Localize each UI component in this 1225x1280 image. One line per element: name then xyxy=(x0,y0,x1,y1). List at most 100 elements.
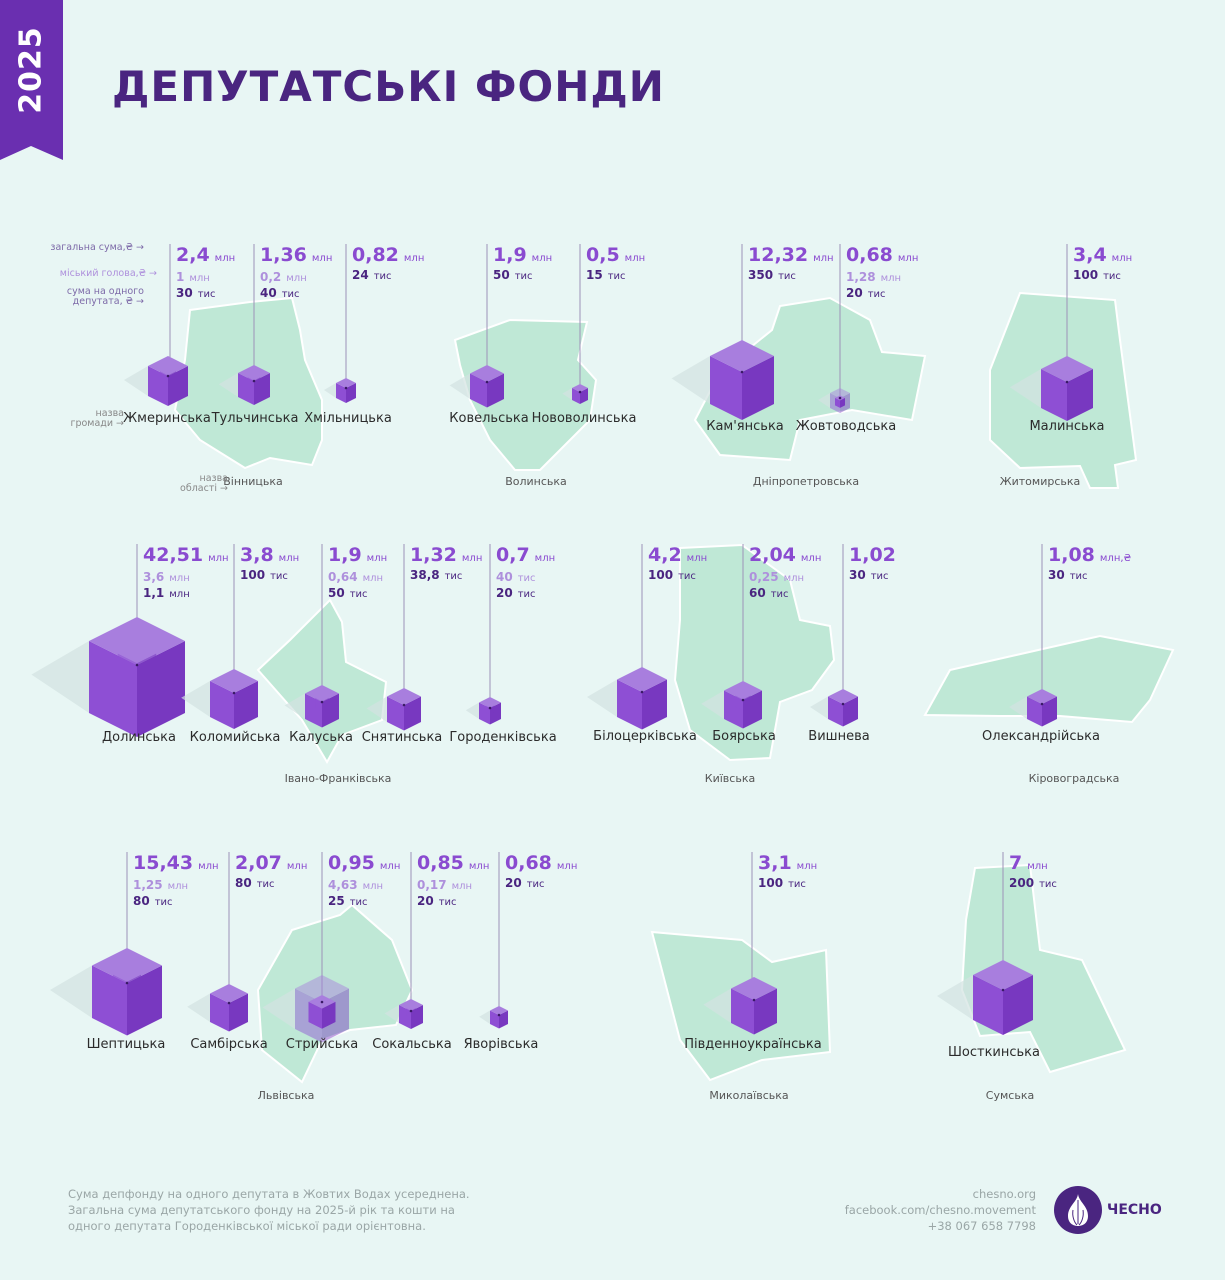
mayor-amount-unit: тис xyxy=(517,573,536,584)
total-amount-unit: млн xyxy=(534,553,556,564)
community-name-value: Жовтоводська xyxy=(795,419,897,434)
region-map-shape xyxy=(693,296,927,462)
cube-dot xyxy=(125,981,129,985)
cube-dot xyxy=(741,698,745,702)
region-name: Миколаївська xyxy=(709,1089,788,1102)
total-amount-unit: млн xyxy=(286,861,308,872)
facebook-link[interactable]: facebook.com/chesno.movement xyxy=(844,1203,1036,1217)
footer-contacts: chesno.org facebook.com/chesno.movement … xyxy=(845,1186,1036,1234)
community-name: Калуська xyxy=(289,730,353,745)
cube-shadow xyxy=(324,383,336,398)
per-deputy-amount: 50 тис xyxy=(328,586,368,600)
cube-dot xyxy=(841,702,845,706)
total-amount-unit: млн,₴ xyxy=(1099,553,1132,564)
total-fund-cube xyxy=(470,365,504,408)
total-amount-unit: млн xyxy=(366,553,388,564)
per-deputy-amount: 25 тис xyxy=(328,894,368,908)
cube-shadow xyxy=(384,1005,399,1023)
mayor-amount-value: 0,64 xyxy=(328,570,358,584)
mayor-amount: 40 тис xyxy=(496,570,536,584)
per-deputy-amount-value: 200 xyxy=(1009,876,1035,890)
community-name: Нововолинська xyxy=(532,411,637,426)
per-deputy-amount-value: 30 xyxy=(1048,568,1065,582)
community-name-value: Нововолинська xyxy=(531,411,637,426)
total-fund-cube xyxy=(210,984,248,1032)
per-deputy-amount-value: 20 xyxy=(505,876,522,890)
mayor-amount-value: 4,63 xyxy=(328,878,358,892)
cube-dot xyxy=(838,396,842,400)
per-deputy-amount-unit: тис xyxy=(678,571,696,582)
mayor-amount: 1,25 млн xyxy=(133,878,188,892)
cube-dot xyxy=(252,379,256,383)
total-amount-value: 12,32 xyxy=(748,244,809,266)
per-deputy-amount-value: 50 xyxy=(328,586,345,600)
cube-shadow xyxy=(449,373,470,399)
per-deputy-amount-unit: тис xyxy=(870,571,889,582)
mayor-fund-cube xyxy=(113,967,141,1003)
per-deputy-amount-unit: тис xyxy=(1039,879,1057,890)
cube-shadow xyxy=(187,993,210,1022)
total-amount: 7 млн xyxy=(1009,852,1048,874)
per-deputy-amount-unit: тис xyxy=(270,571,288,582)
total-amount-value: 3,8 xyxy=(240,544,274,566)
community-name: Коломийська xyxy=(190,730,281,745)
total-amount: 1,36 млн xyxy=(260,244,332,266)
cube-dot xyxy=(740,370,744,374)
per-deputy-amount-value: 350 xyxy=(748,268,774,282)
per-deputy-amount-unit: млн xyxy=(169,589,190,600)
community-name-value: Долинська xyxy=(102,730,176,745)
community-name-value: Тульчинська xyxy=(211,411,299,426)
per-deputy-amount-unit: тис xyxy=(526,879,545,890)
per-deputy-amount: 20 тис xyxy=(505,876,545,890)
total-amount-value: 0,7 xyxy=(496,544,530,566)
per-deputy-amount-value: 20 xyxy=(496,586,513,600)
cube-dot xyxy=(752,998,756,1002)
community-name: Ковельська xyxy=(449,411,528,426)
community-name-value: Ковельська xyxy=(449,411,529,426)
total-amount-value: 3,1 xyxy=(758,852,792,874)
mayor-fund-cube xyxy=(117,643,157,692)
total-fund-cube xyxy=(336,378,356,403)
mayor-amount-value: 1 xyxy=(176,270,185,284)
total-amount-unit: млн xyxy=(461,553,483,564)
mayor-amount: 0,2 млн xyxy=(260,270,307,284)
footer-notes: Сума депфонду на одного депутата в Жовти… xyxy=(68,1186,470,1234)
community-name: Яворівська xyxy=(464,1037,539,1052)
per-deputy-amount-unit: тис xyxy=(349,589,368,600)
site-link[interactable]: chesno.org xyxy=(972,1187,1036,1201)
total-fund-cube xyxy=(305,685,339,728)
mayor-amount-unit: млн xyxy=(451,881,473,892)
total-amount-value: 2,07 xyxy=(235,852,282,874)
per-deputy-amount-unit: тис xyxy=(154,897,173,908)
community-name: Тульчинська xyxy=(212,411,299,426)
community-name-value: Сокальська xyxy=(372,1037,452,1052)
per-deputy-amount: 80 тис xyxy=(133,894,173,908)
total-amount: 1,02 xyxy=(849,544,901,566)
total-fund-cube xyxy=(238,365,270,405)
cube-shadow xyxy=(587,679,617,717)
mayor-amount: 1 млн xyxy=(176,270,210,284)
mayor-amount-value: 0,2 xyxy=(260,270,282,284)
total-fund-cube xyxy=(973,960,1033,1035)
community-name: Городенківська xyxy=(449,730,556,745)
cube-dot xyxy=(1001,988,1005,992)
total-fund-cube xyxy=(210,669,258,729)
region-name-value: Київська xyxy=(704,772,756,785)
legend-community: назва громади → xyxy=(70,408,124,429)
cube-dot xyxy=(1040,702,1044,706)
per-deputy-amount: 20 тис xyxy=(496,586,536,600)
per-deputy-amount-unit: тис xyxy=(778,271,796,282)
per-deputy-amount-value: 30 xyxy=(176,286,193,300)
total-amount: 0,85 млн xyxy=(417,852,489,874)
cube-shadow xyxy=(50,965,92,1018)
cube-shadow xyxy=(703,988,731,1023)
cube-dot xyxy=(640,690,644,694)
community-name-value: Яворівська xyxy=(463,1037,539,1052)
community-name-value: Вишнева xyxy=(808,729,870,744)
per-deputy-amount-unit: тис xyxy=(607,271,626,282)
legend-per-deputy: сума на одного депутата, ₴ → xyxy=(66,286,144,307)
total-amount: 1,9 млн xyxy=(328,544,387,566)
region-name-value: Кіровоградська xyxy=(1028,772,1120,785)
community-name: Жовтоводська xyxy=(796,419,896,434)
per-deputy-amount-unit: тис xyxy=(514,271,533,282)
